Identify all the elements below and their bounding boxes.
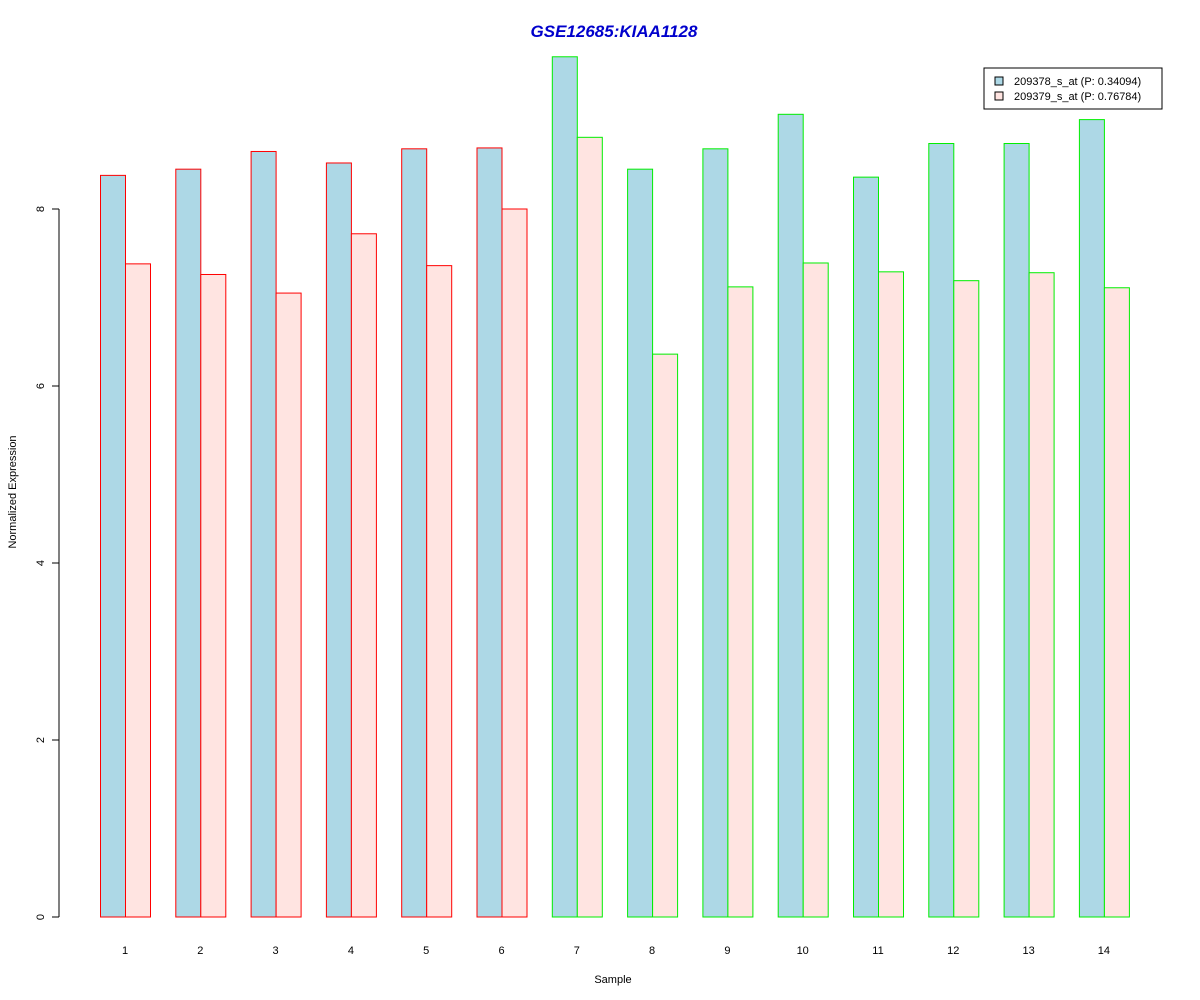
x-tick-label: 9 bbox=[724, 945, 730, 957]
x-tick-label: 12 bbox=[947, 945, 959, 957]
bar-series-1-sample-1 bbox=[100, 174, 126, 918]
x-tick-label: 3 bbox=[273, 945, 279, 957]
bar-series-1-sample-14 bbox=[1078, 119, 1105, 918]
legend: 209378_s_at (P: 0.34094) 209379_s_at (P:… bbox=[983, 67, 1163, 110]
bars bbox=[100, 56, 1130, 918]
x-axis-label: Sample bbox=[594, 974, 631, 986]
bar-series-2-sample-6 bbox=[501, 208, 528, 918]
x-tick-labels: 1 2 3 4 5 6 7 8 9 10 11 12 13 14 bbox=[122, 945, 1110, 957]
x-tick-label: 8 bbox=[649, 945, 655, 957]
bar-series-1-sample-13 bbox=[1003, 143, 1030, 918]
bar-series-1-sample-4 bbox=[325, 162, 352, 918]
bar-series-2-sample-14 bbox=[1103, 287, 1130, 918]
bar-series-2-sample-13 bbox=[1028, 272, 1055, 918]
bar-series-1-sample-6 bbox=[476, 147, 503, 918]
legend-swatch-series-2 bbox=[994, 91, 1004, 101]
x-tick-label: 11 bbox=[872, 945, 883, 957]
bar-series-1-sample-2 bbox=[175, 168, 202, 918]
y-axis: 0 2 4 6 8 bbox=[35, 206, 60, 920]
bar-series-1-sample-9 bbox=[702, 148, 729, 918]
x-tick-label: 10 bbox=[797, 945, 809, 957]
y-tick-label: 8 bbox=[35, 206, 47, 212]
bar-series-2-sample-3 bbox=[275, 292, 302, 918]
x-tick-label: 7 bbox=[574, 945, 580, 957]
y-tick-label: 6 bbox=[35, 383, 47, 389]
x-tick-label: 2 bbox=[197, 945, 203, 957]
x-tick-label: 5 bbox=[423, 945, 429, 957]
bar-series-2-sample-12 bbox=[953, 280, 980, 918]
y-tick-label: 4 bbox=[35, 560, 47, 566]
y-tick-label: 0 bbox=[35, 914, 47, 920]
x-tick-label: 14 bbox=[1098, 945, 1110, 957]
legend-box bbox=[983, 67, 1163, 110]
y-tick-label: 2 bbox=[35, 737, 47, 743]
bar-series-1-sample-11 bbox=[853, 176, 879, 918]
x-tick-label: 1 bbox=[122, 945, 128, 957]
y-axis-label: Normalized Expression bbox=[7, 435, 19, 548]
x-tick-label: 6 bbox=[498, 945, 504, 957]
bar-series-1-sample-7 bbox=[551, 56, 578, 918]
bar-series-2-sample-4 bbox=[350, 233, 377, 918]
x-tick-label: 4 bbox=[348, 945, 354, 957]
bar-series-2-sample-5 bbox=[426, 265, 453, 918]
bar-series-2-sample-9 bbox=[727, 286, 754, 918]
bar-series-1-sample-5 bbox=[401, 148, 428, 918]
x-tick-label: 13 bbox=[1022, 945, 1034, 957]
legend-label-series-2: 209379_s_at (P: 0.76784) bbox=[1014, 91, 1141, 103]
bar-series-1-sample-3 bbox=[250, 150, 277, 918]
bar-series-2-sample-2 bbox=[200, 273, 227, 918]
legend-swatch-series-1 bbox=[994, 76, 1004, 86]
bar-series-2-sample-7 bbox=[576, 136, 603, 918]
bar-series-2-sample-8 bbox=[652, 353, 679, 918]
bar-series-2-sample-1 bbox=[125, 263, 151, 918]
legend-label-series-1: 209378_s_at (P: 0.34094) bbox=[1014, 76, 1141, 88]
bar-series-1-sample-12 bbox=[928, 143, 955, 918]
bar-series-1-sample-8 bbox=[627, 168, 654, 918]
bar-series-2-sample-11 bbox=[878, 271, 904, 918]
bar-series-2-sample-10 bbox=[802, 262, 829, 918]
bar-series-1-sample-10 bbox=[777, 113, 804, 918]
chart-title: GSE12685:KIAA1128 bbox=[531, 22, 698, 41]
